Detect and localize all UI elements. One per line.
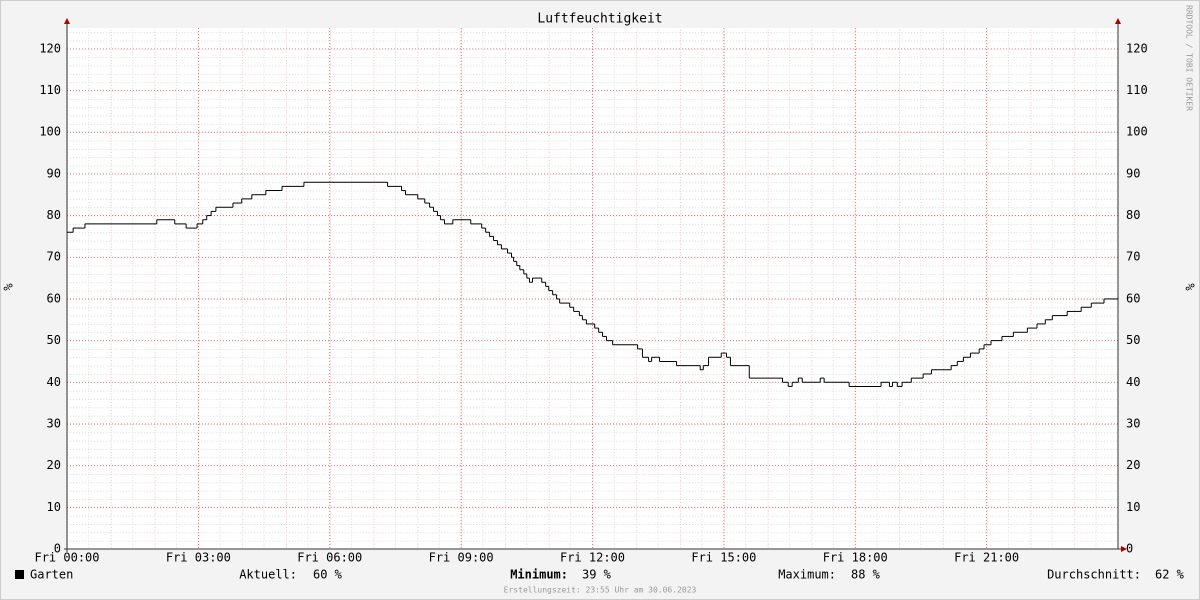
y2-axis-label: % <box>1184 283 1198 291</box>
y2-tick-label: 40 <box>1126 375 1140 389</box>
y2-tick-label: 120 <box>1126 41 1148 55</box>
y2-tick-label: 70 <box>1126 250 1140 264</box>
x-tick-label: Fri 21:00 <box>954 551 1019 565</box>
stat-value: 39 % <box>582 568 612 582</box>
y-tick-label: 50 <box>47 333 61 347</box>
y2-tick-label: 30 <box>1126 416 1140 430</box>
minor-grid-area <box>67 28 1118 549</box>
y-axis-label: % <box>2 283 16 291</box>
y-tick-label: 90 <box>47 166 61 180</box>
x-tick-label: Fri 06:00 <box>297 551 362 565</box>
y-tick-label: 0 <box>54 542 61 556</box>
y2-tick-label: 80 <box>1126 208 1140 222</box>
y-tick-label: 40 <box>47 375 61 389</box>
stat-value: 62 % <box>1155 568 1185 582</box>
y2-tick-label: 60 <box>1126 291 1140 305</box>
y-tick-label: 80 <box>47 208 61 222</box>
x-tick-label: Fri 15:00 <box>691 551 756 565</box>
legend-label: Garten <box>30 568 73 582</box>
x-tick-label: Fri 09:00 <box>429 551 494 565</box>
axis-arrow <box>1121 546 1127 552</box>
y2-tick-label: 90 <box>1126 166 1140 180</box>
y2-tick-label: 10 <box>1126 500 1140 514</box>
stat-value: 60 % <box>313 568 343 582</box>
y-tick-label: 110 <box>39 83 61 97</box>
y2-tick-label: 50 <box>1126 333 1140 347</box>
legend-swatch <box>15 570 24 579</box>
y2-tick-label: 0 <box>1126 542 1133 556</box>
axis-arrow <box>64 18 70 24</box>
chart-title: Luftfeuchtigkeit <box>537 12 662 27</box>
y-tick-label: 10 <box>47 500 61 514</box>
y-tick-label: 20 <box>47 458 61 472</box>
x-tick-label: Fri 03:00 <box>166 551 231 565</box>
watermark: RRDTOOL / TOBI OETIKER <box>1185 5 1194 111</box>
x-tick-label: Fri 18:00 <box>823 551 888 565</box>
x-tick-label: Fri 00:00 <box>34 551 99 565</box>
stat-label: Durchschnitt: <box>1047 568 1141 582</box>
y-tick-label: 70 <box>47 250 61 264</box>
stat-label: Minimum: <box>510 568 568 582</box>
y-tick-label: 100 <box>39 125 61 139</box>
stat-label: Aktuell: <box>239 568 297 582</box>
y2-tick-label: 110 <box>1126 83 1148 97</box>
stat-label: Maximum: <box>778 568 836 582</box>
x-tick-label: Fri 12:00 <box>560 551 625 565</box>
axis-arrow <box>1115 18 1121 24</box>
y-tick-label: 120 <box>39 41 61 55</box>
y-tick-label: 60 <box>47 291 61 305</box>
y2-tick-label: 20 <box>1126 458 1140 472</box>
y2-tick-label: 100 <box>1126 125 1148 139</box>
stat-value: 88 % <box>851 568 881 582</box>
y-tick-label: 30 <box>47 416 61 430</box>
footer: Erstellungszeit: 23:55 Uhr am 30.06.2023 <box>504 586 697 595</box>
